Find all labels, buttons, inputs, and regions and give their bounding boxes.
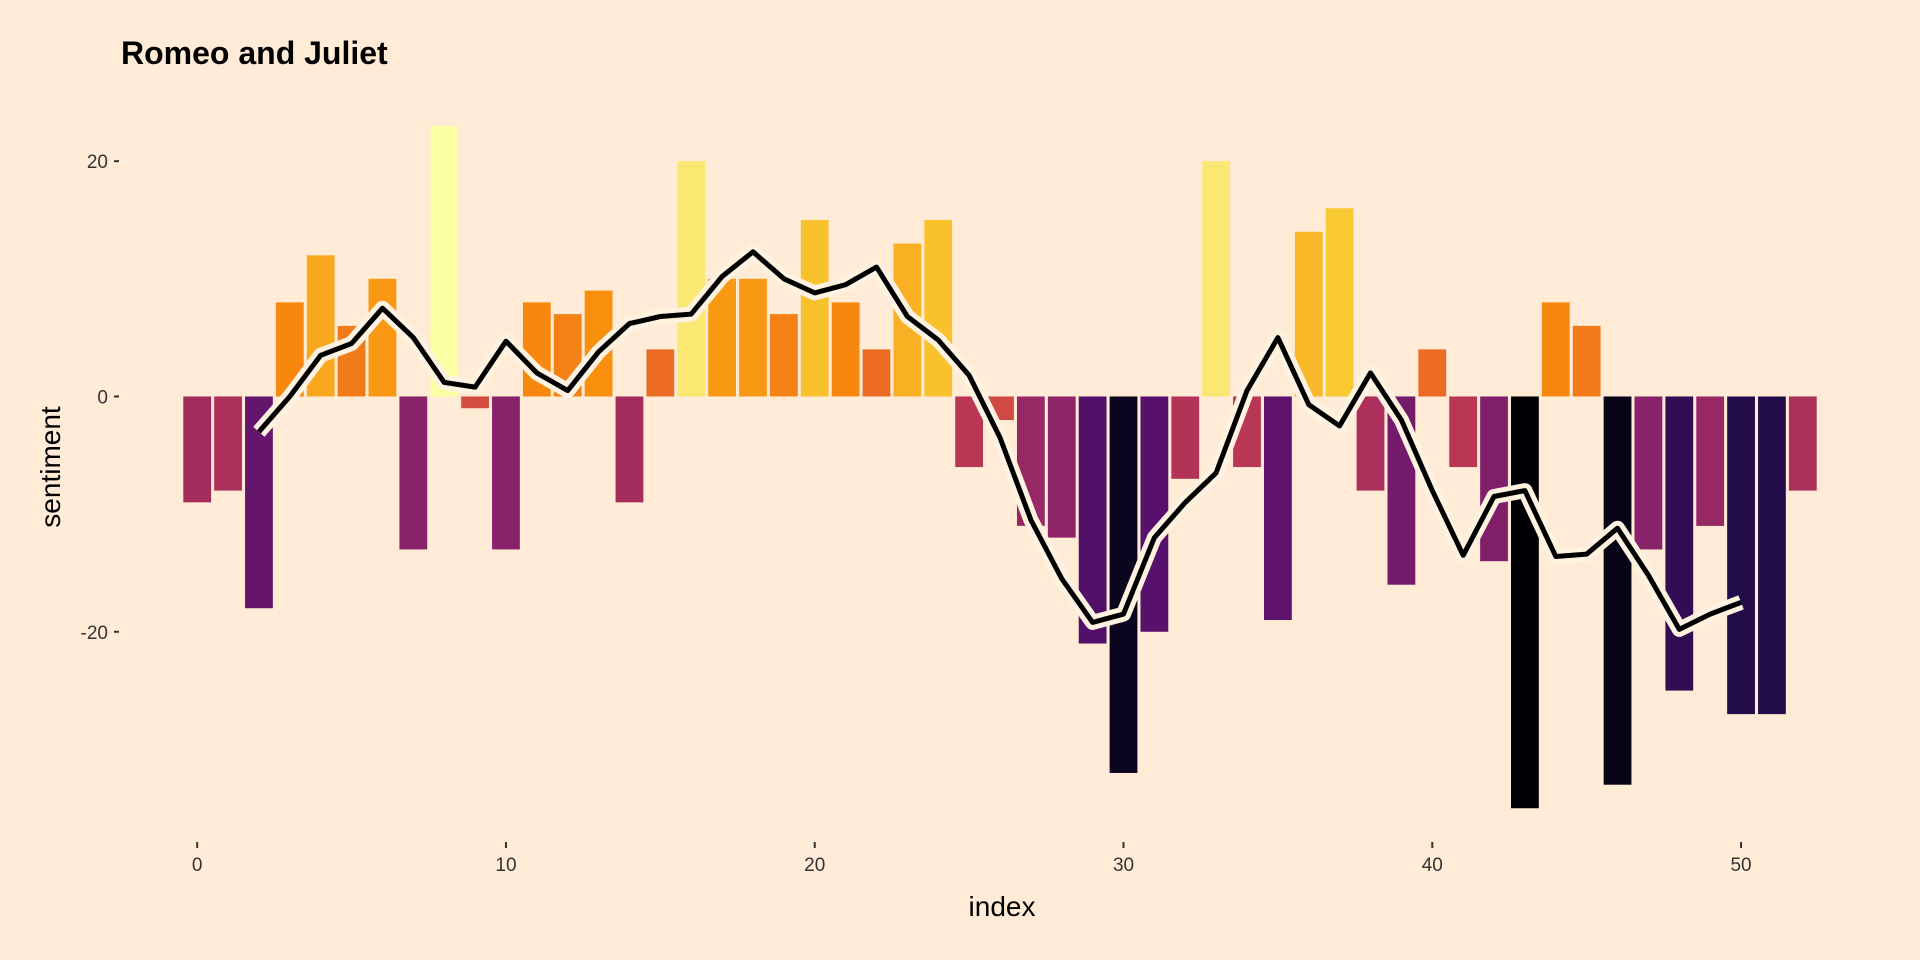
bar-47 [1634, 396, 1663, 550]
bar-32 [1171, 396, 1200, 479]
bar-1 [214, 396, 242, 491]
bar-9 [461, 396, 489, 409]
bar-52 [1788, 396, 1817, 491]
trend-line [257, 249, 1742, 632]
x-axis-title: index [969, 891, 1036, 922]
trend-layer [253, 244, 1744, 637]
bar-28 [1047, 396, 1076, 538]
bar-15 [646, 349, 675, 397]
y-tick-label-20: 20 [87, 152, 108, 173]
x-axis: 0 10 20 30 40 50 [192, 842, 1752, 876]
y-axis-title: sentiment [35, 406, 66, 528]
bar-31 [1140, 396, 1169, 632]
bar-22 [862, 349, 891, 397]
bar-45 [1572, 325, 1601, 397]
bar-50 [1727, 396, 1755, 715]
bar-14 [615, 396, 644, 503]
bar-41 [1449, 396, 1478, 468]
bar-44 [1541, 302, 1570, 397]
bar-8 [430, 125, 459, 397]
x-tick-label-0: 0 [192, 855, 203, 876]
bar-38 [1356, 396, 1385, 491]
bar-16 [677, 161, 706, 397]
x-tick-label-10: 10 [495, 855, 516, 876]
y-tick-label-0: 0 [97, 387, 108, 408]
bar-0 [183, 396, 212, 503]
bar-6 [368, 278, 397, 397]
bar-18 [739, 278, 767, 397]
bar-20 [800, 220, 829, 397]
bar-10 [492, 396, 520, 550]
bar-51 [1758, 396, 1786, 715]
bar-37 [1325, 208, 1354, 397]
bar-46 [1603, 396, 1632, 785]
bar-48 [1665, 396, 1694, 691]
bar-35 [1264, 396, 1292, 620]
x-tick-label-40: 40 [1422, 855, 1443, 876]
bar-7 [399, 396, 428, 550]
x-tick-label-30: 30 [1113, 855, 1134, 876]
bar-24 [924, 220, 953, 397]
bars-layer [183, 125, 1817, 809]
bar-19 [769, 314, 798, 397]
bar-21 [831, 302, 860, 397]
bar-33 [1202, 161, 1231, 397]
y-tick-label--20: -20 [81, 623, 108, 644]
bar-42 [1480, 396, 1508, 562]
x-tick-label-50: 50 [1730, 855, 1751, 876]
y-axis: -20 0 20 [81, 152, 119, 644]
x-tick-label-20: 20 [804, 855, 825, 876]
bar-43 [1511, 396, 1539, 809]
chart-title: Romeo and Juliet [121, 35, 388, 71]
bar-40 [1418, 349, 1447, 397]
bar-49 [1696, 396, 1725, 526]
